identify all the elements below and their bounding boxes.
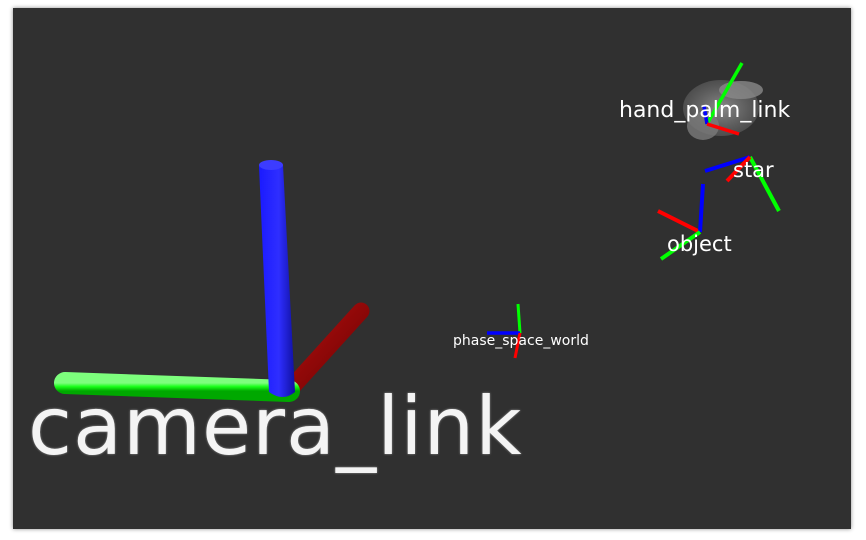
hand-palm-link-label: hand_palm_link — [619, 98, 791, 123]
object-label: object — [667, 232, 732, 256]
camera-link-x-axis — [284, 302, 370, 395]
camera-link-y-axis — [54, 372, 300, 402]
tf-axes-scene — [54, 62, 781, 402]
star-label: star — [733, 158, 774, 182]
phase-space-world-axes[interactable] — [487, 303, 522, 359]
hand-palm-link-axes[interactable] — [683, 62, 763, 140]
rviz-3d-viewport[interactable]: camera_link phase_space_world hand_palm_… — [13, 8, 851, 529]
phase-space-world-label: phase_space_world — [453, 333, 589, 349]
camera-link-z-axis — [259, 162, 295, 397]
camera-link-label: camera_link — [28, 380, 523, 473]
camera-link-axes[interactable] — [54, 160, 370, 402]
object-axes[interactable] — [657, 183, 705, 261]
star-axes[interactable] — [704, 155, 781, 212]
